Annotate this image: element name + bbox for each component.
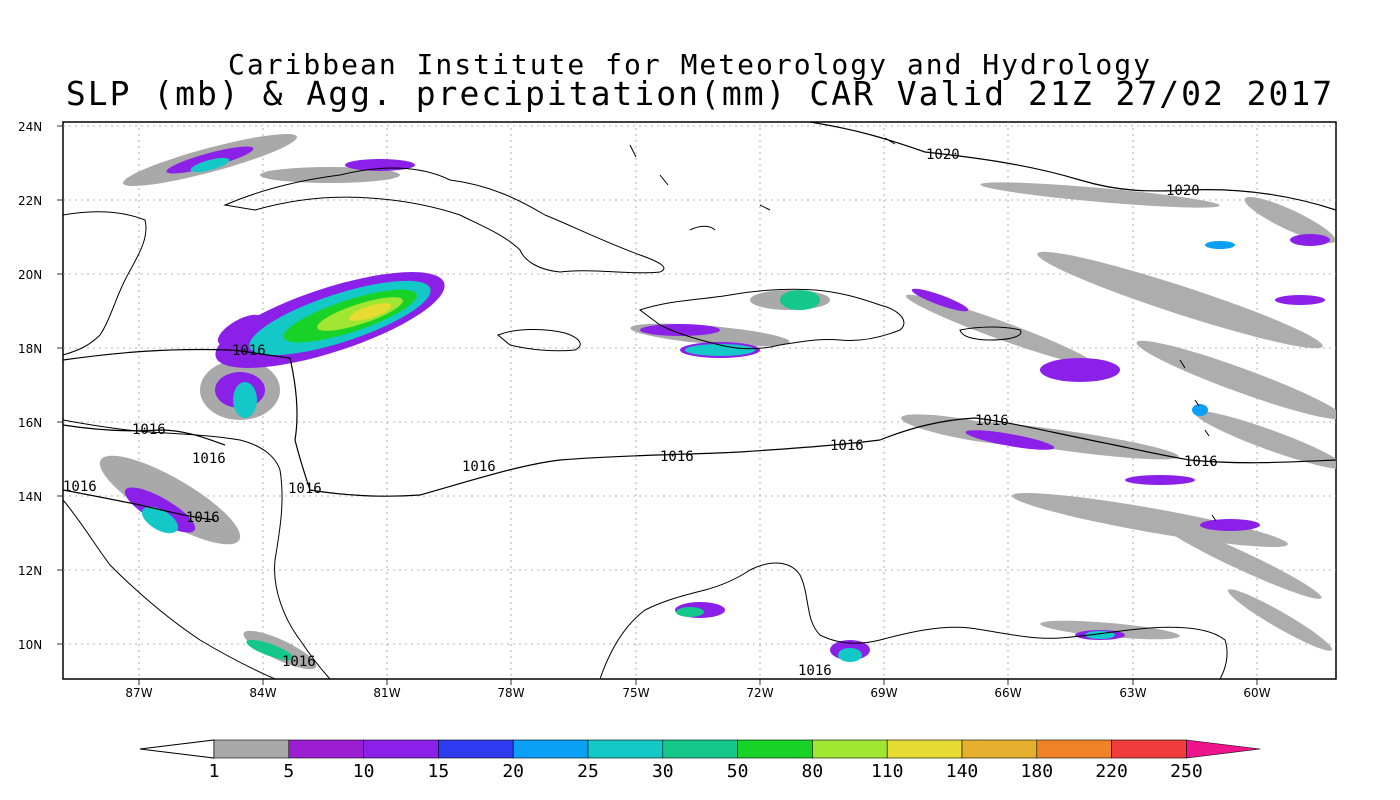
lat-label: 16N — [18, 416, 42, 430]
colorbar-swatch — [662, 739, 738, 759]
colorbar-label: 50 — [727, 761, 749, 782]
isobar-label: 1016 — [1184, 454, 1218, 470]
colorbar-label: 30 — [652, 761, 674, 782]
colorbar-label: 220 — [1095, 761, 1128, 782]
colorbar-swatch — [886, 739, 963, 759]
colorbar-label: 140 — [946, 761, 979, 782]
isobar-labels: 1020 1020 1016 1016 1016 1016 1016 1016 … — [63, 147, 1218, 679]
isobar-label: 1016 — [192, 451, 226, 467]
colorbar-label: 20 — [502, 761, 524, 782]
colorbar-high-arrow — [1186, 739, 1261, 759]
lon-label: 66W — [994, 686, 1021, 700]
isobar-1016-north — [63, 348, 291, 361]
colorbar-label: 110 — [871, 761, 904, 782]
colorbar-swatch — [1111, 739, 1187, 759]
colorbar-label: 5 — [283, 761, 294, 782]
lon-label: 69W — [870, 686, 897, 700]
colorbar-swatch — [438, 739, 514, 759]
lon-label: 81W — [373, 686, 400, 700]
colorbar-swatch — [961, 739, 1038, 759]
colorbar-label: 250 — [1170, 761, 1203, 782]
lat-label: 14N — [18, 490, 42, 504]
isobar-1020 — [809, 122, 1336, 211]
isobar-label: 1016 — [660, 449, 694, 465]
colorbar-swatch — [512, 739, 589, 759]
colorbar-swatch — [737, 739, 813, 759]
lat-label: 20N — [18, 268, 42, 282]
lon-label: 63W — [1119, 686, 1146, 700]
latitude-labels: 24N 22N 20N 18N 16N 14N 12N 10N — [18, 120, 42, 652]
colorbar-swatch — [812, 739, 888, 759]
colorbar-swatch — [288, 739, 364, 759]
isobar-label: 1016 — [63, 479, 97, 495]
isobar-label: 1016 — [232, 343, 266, 359]
colorbar-swatch — [213, 739, 290, 759]
colorbar-swatch — [1036, 739, 1112, 759]
colorbar-low-arrow — [139, 739, 215, 759]
isobar-label: 1016 — [186, 510, 220, 526]
chart-title-line1: Caribbean Institute for Meteorology and … — [227, 48, 1152, 81]
lat-label: 10N — [18, 638, 42, 652]
lon-label: 60W — [1243, 686, 1270, 700]
coastlines — [63, 137, 1228, 679]
lon-label: 84W — [249, 686, 276, 700]
lon-label: 87W — [125, 686, 152, 700]
lon-label: 75W — [622, 686, 649, 700]
isobar-label: 1016 — [282, 654, 316, 670]
isobar-1016-west1 — [63, 424, 226, 446]
isobar-label: 1016 — [798, 663, 832, 679]
isobar-label: 1020 — [926, 147, 960, 163]
precip-heavy-core — [215, 272, 445, 368]
isobar-label: 1016 — [830, 438, 864, 454]
colorbar-label: 10 — [353, 761, 375, 782]
lat-label: 24N — [18, 120, 42, 134]
precip-light-east — [901, 182, 1336, 651]
lat-label: 22N — [18, 194, 42, 208]
isobar-label: 1016 — [288, 481, 322, 497]
isobar-label: 1016 — [462, 459, 496, 475]
isobar-1016-west2 — [63, 489, 216, 521]
colorbar: 1 5 10 15 20 25 30 50 80 110 140 180 220 250 — [139, 739, 1261, 782]
colorbar-label: 15 — [428, 761, 450, 782]
isobar-label: 1016 — [132, 422, 166, 438]
lon-label: 72W — [746, 686, 773, 700]
colorbar-label: 80 — [802, 761, 824, 782]
colorbar-label: 25 — [577, 761, 599, 782]
precip-cells — [141, 157, 1235, 662]
isobar-label: 1016 — [975, 413, 1009, 429]
longitude-labels: 87W 84W 81W 78W 75W 72W 69W 66W 63W 60W — [125, 686, 1270, 700]
lat-label: 12N — [18, 564, 42, 578]
isobar-label: 1020 — [1166, 183, 1200, 199]
colorbar-label: 1 — [209, 761, 220, 782]
isobar-1016-main — [289, 357, 1336, 497]
colorbar-label: 180 — [1021, 761, 1054, 782]
colorbar-swatch — [587, 739, 664, 759]
lon-label: 78W — [497, 686, 524, 700]
colorbar-swatch — [363, 739, 439, 759]
lat-label: 18N — [18, 342, 42, 356]
chart-title-line2: SLP (mb) & Agg. precipitation(mm) CAR Va… — [65, 74, 1335, 113]
precipitation-field — [99, 133, 1336, 670]
isobar-contours — [63, 122, 1336, 521]
